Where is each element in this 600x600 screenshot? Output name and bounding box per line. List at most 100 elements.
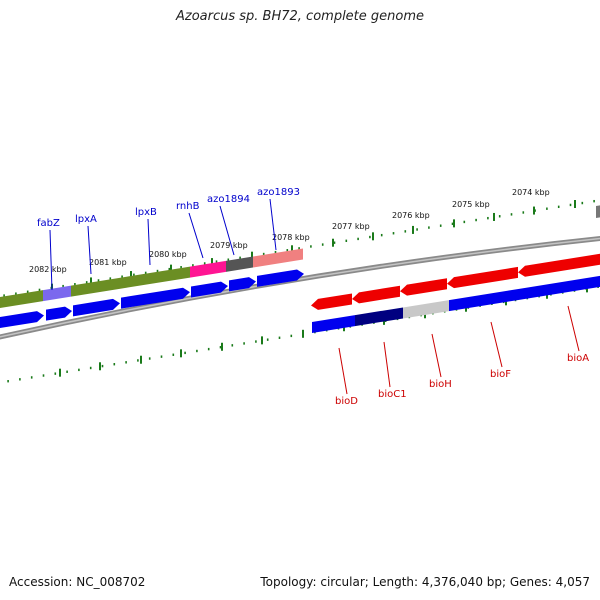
scale-dot-lower [101,364,104,368]
scale-dot [557,205,560,209]
scale-dot [345,239,348,243]
scale-dot [380,233,383,237]
label-leader [188,212,204,259]
scale-dot [274,250,277,254]
label-leader [87,225,92,275]
scale-dot-lower [255,340,257,343]
reverse-cds [449,288,520,312]
gene-label-reverse: bioF [490,369,511,380]
scale-dot [428,226,430,229]
scale-dot [357,237,359,241]
scale-dot [203,262,206,265]
scale-dot [439,224,442,227]
scale-dot [581,201,584,205]
cds-arrow [46,306,72,321]
scale-dot [522,211,525,214]
scale-label: 2080 kbp [149,250,187,259]
scale-dot [97,279,100,282]
reverse-cds [312,315,355,333]
scale-dot [168,267,171,271]
scale-dot [498,215,501,218]
scale-label: 2081 kbp [89,258,127,267]
scale-dot [15,292,17,295]
gene-block [253,248,303,268]
gene-label-forward: lpxA [75,214,97,225]
backbone-highlight [0,237,600,338]
scale-dot [463,220,466,224]
scale-dot [392,232,395,235]
scale-dot [475,218,477,222]
gene-label-forward: lpxB [135,207,157,218]
cds-arrow [229,277,256,292]
reverse-gene [400,278,447,296]
scale-dot-lower [89,366,92,370]
scale-dot [487,216,489,220]
scale-dot-lower [137,359,139,362]
scale-label: 2082 kbp [29,265,67,274]
scale-dot [416,228,418,231]
cds-arrow [121,287,190,309]
scale-label: 2078 kbp [272,233,310,242]
scale-dot-lower [78,368,80,372]
scale-dot-lower [113,363,116,366]
scale-dot-lower [125,361,127,364]
scale-dot-lower [172,353,175,356]
scale-dot [510,213,513,216]
scale-dot [369,235,371,239]
scale-dot [569,203,572,207]
scale-dot-lower [184,351,186,355]
reverse-gene [352,285,400,304]
scale-dot-lower [231,344,234,347]
scale-dot [62,284,64,288]
reverse-cds [403,300,449,319]
scale-dot-lower [207,347,210,351]
scale-dot [451,222,454,226]
scale-dot [144,271,147,275]
scale-dot-lower [196,349,198,353]
scale-dot-lower [30,376,33,379]
gene-block [71,278,118,297]
map-title: Azoarcus sp. BH72, complete genome [175,9,425,24]
scale-dot-lower [219,346,222,349]
scale-dot-lower [54,372,57,375]
gene-label-reverse: bioA [567,353,589,364]
label-leader [567,305,580,352]
scale-dot [180,266,182,269]
reverse-cds [355,307,403,327]
gene-block [226,256,253,272]
cds-arrow [257,269,304,287]
gene-label-forward: fabZ [37,218,60,229]
scale-dot-lower [278,336,281,339]
scale-dot [298,247,300,250]
scale-dot [38,288,41,292]
reverse-gene [311,293,352,310]
cds-arrow [73,298,120,317]
scale-dot [534,209,536,212]
gene-label-forward: azo1893 [257,187,300,198]
label-leader [431,333,442,378]
scale-dot [321,243,324,246]
gene-block [118,266,190,290]
scale-dot [546,207,548,210]
label-leader [219,205,235,256]
scale-label: 2074 kbp [512,188,550,197]
gene-label-forward: rnhB [176,201,200,212]
gene-label-forward: azo1894 [207,194,250,205]
reverse-cds [520,275,600,300]
scale-dot [404,230,407,233]
cds-arrow [0,311,44,328]
scale-dot [109,277,112,280]
scale-dot-lower [266,338,269,341]
scale-dot-lower [42,374,45,377]
scale-dot-lower [160,355,163,358]
reverse-gene [518,253,600,277]
scale-dot-lower [243,342,245,345]
scale-dot [192,264,194,267]
scale-dot [121,275,123,278]
accession-text: Accession: NC_008702 [9,575,146,589]
scale-dot [333,241,336,244]
scale-dot-lower [19,378,21,381]
scale-dot [3,294,5,297]
label-leader [383,341,391,388]
